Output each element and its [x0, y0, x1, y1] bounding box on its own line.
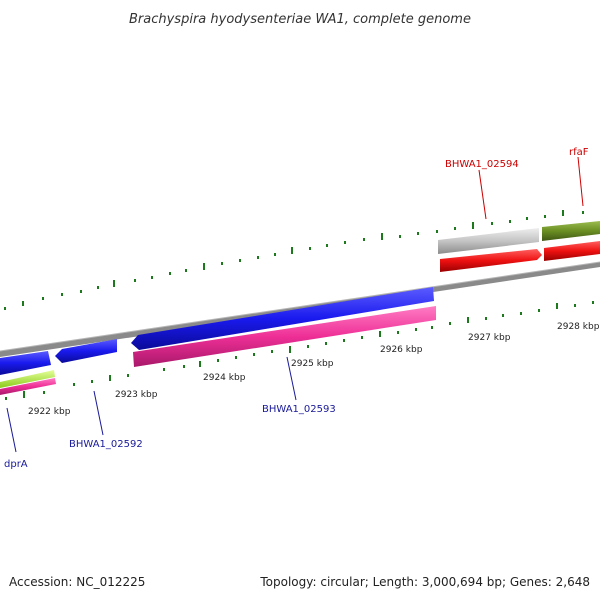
scale-label-2923: 2923 kbp: [115, 390, 158, 400]
bhwa1-02593-leader: [286, 356, 297, 401]
rfaf-leader: [577, 156, 584, 207]
gene-red-arrow-1[interactable]: [440, 249, 542, 272]
gene-bhwa1-02594-arrow[interactable]: [438, 228, 539, 254]
gene-blue-cds-left[interactable]: [0, 351, 51, 375]
gene-bhwa1-02592-arrow[interactable]: [55, 339, 117, 363]
scale-label-2927: 2927 kbp: [468, 333, 511, 343]
scale-label-2922: 2922 kbp: [28, 407, 71, 417]
scale-label-2928: 2928 kbp: [557, 322, 600, 332]
gene-blue-cds-long[interactable]: [131, 287, 434, 350]
gene-red-arrow-2[interactable]: [544, 241, 600, 261]
scale-label-2926: 2926 kbp: [380, 345, 423, 355]
accession-text: Accession: NC_012225: [9, 575, 145, 589]
gene-label-dpra[interactable]: dprA: [4, 459, 28, 470]
outer-scale-ticks: [4, 210, 584, 310]
gene-label-bhwa1-02592[interactable]: BHWA1_02592: [69, 439, 143, 450]
gene-label-bhwa1-02593[interactable]: BHWA1_02593: [262, 404, 336, 415]
gene-label-rfaf[interactable]: rfaF: [569, 147, 589, 158]
bhwa1-02592-leader: [93, 390, 104, 436]
scale-label-2924: 2924 kbp: [203, 373, 246, 383]
gene-bhwa1-02593-arrow[interactable]: [133, 306, 436, 367]
dpra-leader: [6, 407, 17, 453]
gene-dpra-arrow[interactable]: [0, 370, 55, 388]
topology-text: Topology: circular; Length: 3,000,694 bp…: [259, 575, 590, 589]
gene-label-bhwa1-02594[interactable]: BHWA1_02594: [445, 159, 519, 170]
scale-label-2925: 2925 kbp: [291, 359, 334, 369]
gene-dpra-rna[interactable]: [0, 378, 56, 395]
inner-scale-ticks: [5, 301, 594, 400]
gene-rfaf-arrow[interactable]: [542, 221, 600, 241]
bhwa1-02594-leader: [478, 169, 487, 220]
genome-title: Brachyspira hyodysenteriae WA1, complete…: [129, 12, 471, 27]
